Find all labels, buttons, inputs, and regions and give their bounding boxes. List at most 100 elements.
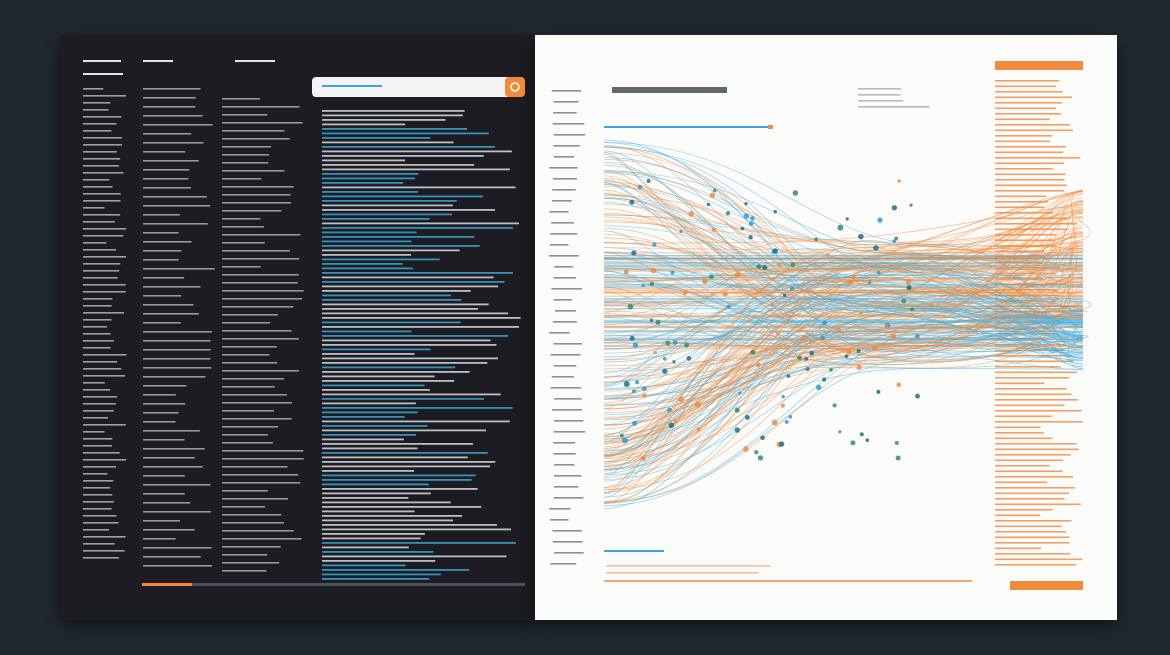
text-line bbox=[83, 382, 105, 384]
label-line bbox=[552, 541, 583, 543]
text-line bbox=[83, 312, 124, 314]
text-line bbox=[222, 442, 273, 444]
highlight-line bbox=[322, 474, 476, 477]
side-line bbox=[995, 135, 1053, 137]
flow-dot bbox=[744, 202, 748, 206]
side-line bbox=[995, 96, 1073, 99]
text-line bbox=[606, 572, 759, 574]
text-line bbox=[222, 402, 293, 404]
highlight-line bbox=[322, 290, 471, 292]
flow-curve bbox=[603, 322, 1084, 467]
flow-curve bbox=[603, 262, 1084, 363]
highlight-line bbox=[322, 470, 415, 472]
flow-dot bbox=[706, 202, 711, 207]
side-line bbox=[995, 118, 1050, 121]
band-line bbox=[604, 305, 1083, 307]
flow-dot bbox=[679, 229, 683, 234]
band-line bbox=[604, 292, 1083, 294]
band-line bbox=[604, 325, 1083, 327]
text-line bbox=[143, 205, 211, 207]
text-line bbox=[83, 172, 124, 174]
flow-dot bbox=[629, 335, 635, 341]
text-line bbox=[143, 412, 179, 414]
footer-button[interactable] bbox=[1010, 581, 1083, 590]
text-line bbox=[222, 370, 299, 372]
side-line bbox=[995, 459, 1064, 462]
text-line bbox=[222, 474, 299, 476]
search-bar[interactable] bbox=[312, 77, 524, 97]
side-line bbox=[995, 536, 1070, 539]
flow-dot bbox=[668, 422, 675, 429]
search-button[interactable] bbox=[505, 77, 525, 97]
flow-dot bbox=[621, 437, 628, 444]
flow-dot bbox=[784, 419, 789, 424]
decoration bbox=[83, 60, 1092, 580]
band-line bbox=[604, 258, 1083, 260]
flow-curve bbox=[603, 157, 1084, 371]
text-line bbox=[83, 109, 109, 111]
label-line bbox=[549, 255, 579, 257]
text-line bbox=[858, 94, 901, 96]
flow-dot bbox=[850, 440, 856, 446]
highlight-line bbox=[322, 564, 406, 567]
flow-curve bbox=[603, 264, 1084, 456]
flow-curve bbox=[603, 263, 1084, 442]
text-line bbox=[143, 448, 205, 450]
label-line bbox=[549, 508, 571, 510]
band-line bbox=[604, 308, 1083, 310]
flow-dot bbox=[836, 327, 841, 333]
flow-curve bbox=[603, 279, 1084, 359]
text-line bbox=[83, 95, 127, 97]
flow-dot bbox=[858, 233, 864, 240]
band-line bbox=[604, 335, 1083, 337]
label-line bbox=[553, 365, 577, 367]
flow-dot bbox=[777, 262, 782, 267]
flow-curve bbox=[603, 279, 1084, 502]
highlight-line bbox=[322, 240, 412, 243]
side-line bbox=[995, 267, 1060, 269]
side-line bbox=[995, 179, 1065, 181]
highlight-line bbox=[322, 182, 404, 184]
text-line bbox=[222, 178, 262, 180]
text-line bbox=[222, 98, 260, 100]
text-line bbox=[143, 511, 211, 513]
flow-curve bbox=[603, 258, 1084, 330]
flow-curve bbox=[603, 210, 1084, 383]
flow-dot bbox=[894, 440, 899, 445]
label-line bbox=[554, 464, 575, 466]
side-line bbox=[995, 140, 1051, 143]
band-line bbox=[604, 291, 1083, 293]
text-line bbox=[83, 557, 119, 559]
text-line bbox=[143, 340, 211, 342]
text-line bbox=[222, 338, 299, 340]
highlight-line bbox=[322, 317, 521, 319]
highlight-line bbox=[322, 285, 499, 288]
highlight-line bbox=[322, 416, 405, 418]
band-line bbox=[604, 295, 1083, 297]
flow-dot bbox=[748, 235, 753, 240]
flow-curve bbox=[603, 261, 1084, 339]
side-line bbox=[995, 525, 1062, 528]
flow-curve bbox=[603, 239, 1084, 440]
side-line bbox=[995, 498, 1065, 500]
side-line bbox=[995, 465, 1050, 467]
flow-curve bbox=[603, 221, 1084, 489]
text-line bbox=[83, 151, 117, 153]
flow-curve bbox=[603, 243, 1084, 468]
text-line bbox=[222, 410, 275, 412]
text-line bbox=[222, 290, 304, 292]
text-line bbox=[83, 480, 114, 482]
flow-curve bbox=[603, 252, 1084, 444]
text-line bbox=[222, 306, 294, 308]
nav-line bbox=[604, 126, 769, 128]
band-line bbox=[604, 301, 1083, 303]
flow-dot bbox=[873, 245, 879, 251]
flow-dot bbox=[743, 213, 750, 219]
flow-curve bbox=[603, 265, 1084, 283]
text-line bbox=[83, 242, 107, 244]
highlight-line bbox=[322, 303, 489, 306]
text-line bbox=[222, 250, 290, 252]
flow-dot bbox=[814, 237, 818, 242]
flow-dot bbox=[773, 210, 778, 214]
flow-dot bbox=[734, 407, 740, 413]
